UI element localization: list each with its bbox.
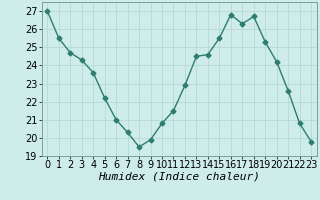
X-axis label: Humidex (Indice chaleur): Humidex (Indice chaleur) <box>98 172 260 182</box>
